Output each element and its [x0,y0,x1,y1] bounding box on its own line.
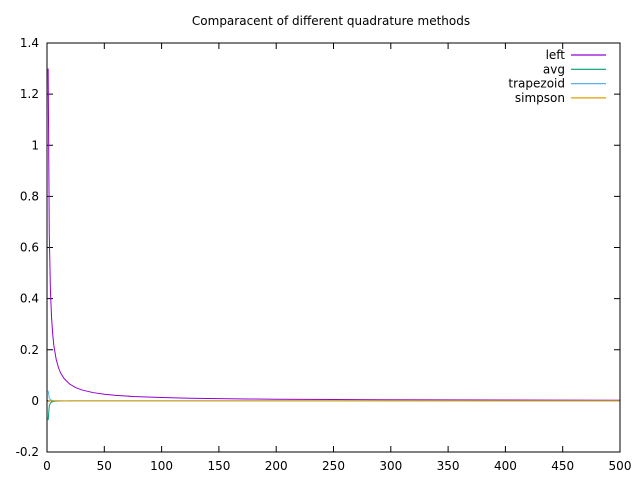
x-tick-label: 200 [265,459,288,473]
chart-title: Comparacent of different quadrature meth… [192,14,470,28]
y-tick-label: 0.4 [20,292,39,306]
y-tick-label: 0.6 [20,241,39,255]
x-tick-label: 150 [207,459,230,473]
y-tick-label: -0.2 [16,445,39,459]
x-tick-label: 450 [551,459,574,473]
legend-label-simpson: simpson [515,91,565,105]
plot-frame [46,42,621,453]
x-tick-label: 100 [150,459,173,473]
y-tick-label: 0.2 [20,343,39,357]
x-tick-label: 350 [437,459,460,473]
series-layer [47,68,621,421]
axis-ticks: 0 50 100 150 200 250 300 350 400 450 500 -0.2 0 0.2 0.… [16,36,632,473]
x-tick-label: 0 [43,459,51,473]
x-tick-label: 50 [97,459,112,473]
x-tick-label: 400 [494,459,517,473]
x-tick-label: 500 [609,459,632,473]
y-tick-label: 1 [31,138,39,152]
legend-label-avg: avg [543,62,565,76]
y-tick-label: 1.4 [20,36,39,50]
y-tick-label: 0 [31,394,39,408]
y-tick-label: 1.2 [20,87,39,101]
y-tick-label: 0.8 [20,189,39,203]
series-line-simpson [47,399,620,402]
x-tick-label: 300 [379,459,402,473]
legend-label-trapezoid: trapezoid [508,77,565,91]
series-line-left [47,68,621,401]
legend-label-left: left [546,48,566,62]
x-tick-label: 250 [322,459,345,473]
